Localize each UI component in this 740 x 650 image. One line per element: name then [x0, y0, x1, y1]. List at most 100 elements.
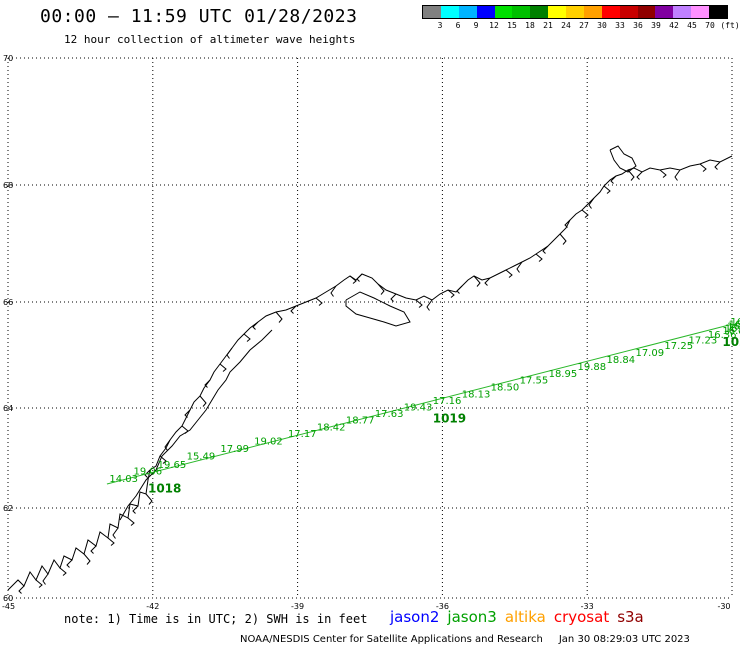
legend-unit: (ft): [720, 21, 740, 30]
swh-value-label: 18.77: [346, 416, 375, 427]
swh-value-label: 17.25: [664, 341, 693, 352]
legend-label: 33: [615, 21, 625, 30]
legend-swatch: [583, 6, 602, 18]
lon-tick-label: -39: [291, 602, 304, 611]
lon-tick-label: -42: [146, 602, 159, 611]
lat-tick-label: 60: [3, 594, 13, 603]
axis-ticks: -45 -42 -39 -36 -33 -30 70 68 66 64 62 60: [2, 54, 731, 611]
swh-value-label: 16.36: [708, 330, 737, 341]
footnote: note: 1) Time is in UTC; 2) SWH is in fe…: [64, 612, 368, 626]
swh-value-label: 18.84: [607, 355, 636, 366]
legend-swatch: [709, 6, 727, 18]
swh-value-label: 16.89: [722, 326, 740, 337]
swh-value-label: 19.88: [578, 362, 607, 373]
lat-tick-label: 68: [3, 181, 13, 190]
legend-label: 15: [507, 21, 517, 30]
map-title: 00:00 – 11:59 UTC 01/28/2023: [40, 6, 358, 27]
swh-value-label: 17.55: [520, 376, 549, 387]
legend-swatch: [423, 6, 441, 18]
lat-tick-label: 64: [3, 404, 13, 413]
satellite-s3a-label: s3a: [617, 608, 644, 626]
legend-swatch: [548, 6, 566, 18]
legend-swatch: [530, 6, 549, 18]
greenland-coastline: [7, 145, 733, 594]
swh-value-label: 19.02: [254, 437, 283, 448]
lon-tick-label: -30: [717, 602, 730, 611]
satellite-jason2-label: jason2: [390, 608, 440, 626]
inland-outline: [119, 329, 273, 521]
legend-label: 3: [437, 21, 443, 30]
satellite-jason3-label: jason3: [447, 608, 497, 626]
legend-label: 27: [579, 21, 589, 30]
legend-label: 21: [543, 21, 553, 30]
legend-label: 45: [687, 21, 697, 30]
generated-timestamp: Jan 30 08:29:03 UTC 2023: [558, 634, 690, 645]
swh-value-label: 17.63: [375, 409, 404, 420]
coastline-outline: [7, 155, 733, 591]
pressure-label: 1019: [433, 412, 466, 426]
lat-tick-label: 62: [3, 504, 13, 513]
legend-label: 6: [455, 21, 461, 30]
legend-label: 70: [705, 21, 715, 30]
legend-labels: 3 6 9 12 15 18 21 24 27 30 33 36 39 42 45 70 (ft): [422, 19, 740, 33]
swh-value-label: 19.43: [404, 403, 433, 414]
swh-value-label: 17.99: [220, 444, 249, 455]
lat-tick-label: 70: [3, 54, 13, 63]
swh-value-label: 19.06: [133, 467, 162, 478]
credit-text: NOAA/NESDIS Center for Satellite Applica…: [240, 634, 543, 645]
swh-value-label: 17.17: [288, 429, 317, 440]
pressure-label: 1020: [722, 335, 740, 349]
swh-value-label: 18.95: [549, 369, 578, 380]
swh-value-label: 16.51: [727, 322, 740, 333]
swh-value-label: 16.37: [725, 324, 740, 335]
legend-swatch: [655, 6, 674, 18]
swh-value-label: 18.50: [491, 383, 520, 394]
legend-label: 30: [597, 21, 607, 30]
legend-label: 24: [561, 21, 571, 30]
legend-swatches: [422, 5, 728, 19]
lon-tick-label: -33: [581, 602, 594, 611]
legend-label: 36: [633, 21, 643, 30]
legend-swatch: [440, 6, 459, 18]
legend-swatch: [566, 6, 584, 18]
northern-cape-outline: [609, 145, 637, 173]
satellite-legend: jason2 jason3 altika cryosat s3a: [390, 608, 652, 626]
map-subtitle: 12 hour collection of altimeter wave hei…: [64, 33, 356, 46]
legend-label: 39: [651, 21, 661, 30]
swh-value-label: 14.03: [109, 474, 138, 485]
lat-tick-label: 66: [3, 298, 13, 307]
legend-swatch: [458, 6, 477, 18]
fjord-detail: [18, 161, 721, 594]
swh-value-label: 16.63: [731, 317, 740, 328]
legend-swatch: [601, 6, 620, 18]
swh-value-label: 16.51: [729, 320, 740, 331]
lon-tick-label: -36: [436, 602, 449, 611]
lat-lon-grid: [7, 57, 733, 599]
pressure-label: 1018: [148, 482, 181, 496]
color-legend: 3 6 9 12 15 18 21 24 27 30 33 36 39 42 45 70 (ft): [422, 5, 740, 35]
swh-value-label: 18.42: [317, 423, 346, 434]
credit-line: NOAA/NESDIS Center for Satellite Applica…: [240, 634, 690, 645]
legend-label: 12: [489, 21, 499, 30]
legend-label: 42: [669, 21, 679, 30]
legend-swatch: [673, 6, 692, 18]
legend-swatch: [691, 6, 709, 18]
swh-value-label: 17.23: [689, 335, 718, 346]
swh-value-label: 19.65: [158, 460, 187, 471]
lon-tick-label: -45: [2, 602, 15, 611]
legend-label: 18: [525, 21, 535, 30]
swh-value-label: 15.49: [187, 452, 216, 463]
legend-swatch: [619, 6, 638, 18]
swh-value-label: 18.13: [462, 389, 491, 400]
legend-label: 9: [473, 21, 479, 30]
legend-swatch: [494, 6, 513, 18]
legend-swatch: [512, 6, 531, 18]
satellite-ground-track: [106, 323, 733, 485]
legend-swatch: [476, 6, 495, 18]
satellite-cryosat-label: cryosat: [553, 608, 610, 626]
legend-swatch: [637, 6, 656, 18]
swh-value-label: 17.09: [635, 348, 664, 359]
satellite-altika-label: altika: [504, 608, 546, 626]
